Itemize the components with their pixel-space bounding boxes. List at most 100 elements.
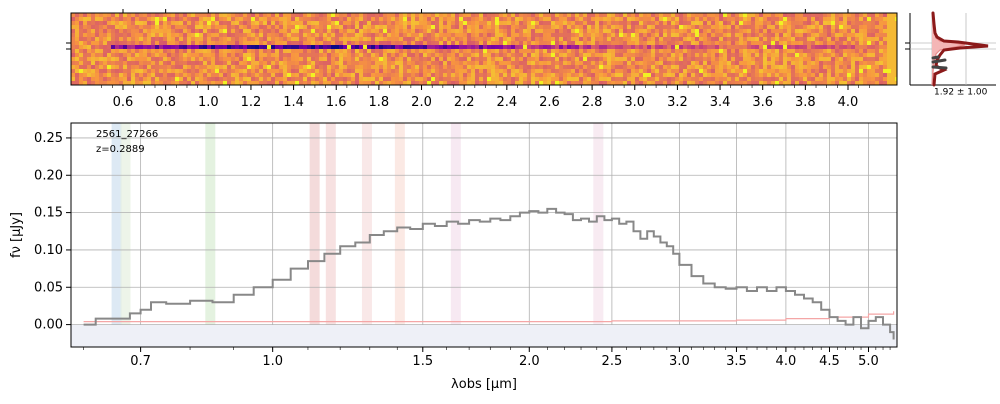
heatmap-cell [287, 81, 292, 85]
heatmap-cell [879, 37, 884, 42]
heatmap-cell [867, 45, 872, 50]
heatmap-cell [135, 25, 140, 30]
heatmap-cell [887, 73, 892, 78]
heatmap-cell [415, 65, 420, 70]
heatmap-cell [707, 61, 712, 66]
heatmap-cell [515, 45, 520, 50]
heatmap-cell [351, 17, 356, 22]
heatmap-cell [219, 45, 224, 50]
heatmap-cell [483, 65, 488, 70]
heatmap-cell [771, 29, 776, 34]
heatmap-cell [299, 73, 304, 78]
heatmap-cell [683, 21, 688, 26]
heatmap-cell [779, 81, 784, 85]
heatmap-cell [787, 49, 792, 54]
heatmap-cell [771, 73, 776, 78]
heatmap-cell [231, 65, 236, 70]
heatmap-cell [571, 53, 576, 58]
heatmap-cell [83, 49, 88, 54]
heatmap-cell [843, 37, 848, 42]
heatmap-cell [887, 57, 892, 62]
heatmap-cell [883, 41, 888, 46]
heatmap-cell [163, 73, 168, 78]
heatmap-cell [251, 61, 256, 66]
heatmap-cell [339, 57, 344, 62]
heatmap-cell [359, 13, 364, 18]
heatmap-cell [775, 37, 780, 42]
heatmap-cell [463, 57, 468, 62]
heatmap-cell [419, 41, 424, 46]
heatmap-cell [591, 17, 596, 22]
heatmap-cell [363, 17, 368, 22]
heatmap-cell [727, 33, 732, 38]
heatmap-cell [415, 25, 420, 30]
heatmap-cell [487, 49, 492, 54]
heatmap-cell [207, 45, 212, 50]
heatmap-cell [871, 41, 876, 46]
heatmap-cell [219, 57, 224, 62]
heatmap-cell [571, 41, 576, 46]
heatmap-cell [323, 25, 328, 30]
heatmap-cell [643, 49, 648, 54]
heatmap-cell [371, 21, 376, 26]
heatmap-cell [371, 73, 376, 78]
heatmap-cell [227, 81, 232, 85]
heatmap-cell [119, 17, 124, 22]
heatmap-cell [787, 65, 792, 70]
heatmap-cell [203, 29, 208, 34]
heatmap-cell [99, 25, 104, 30]
heatmap-cell [839, 49, 844, 54]
heatmap-cell [155, 29, 160, 34]
heatmap-cell [291, 81, 296, 85]
heatmap-cell [723, 29, 728, 34]
heatmap-cell [527, 57, 532, 62]
heatmap-cell [423, 13, 428, 18]
heatmap-cell [255, 61, 260, 66]
heatmap-cell [191, 45, 196, 50]
heatmap-cell [799, 49, 804, 54]
heatmap-cell [223, 29, 228, 34]
heatmap-cell [239, 13, 244, 18]
heatmap-cell [631, 57, 636, 62]
heatmap-cell [887, 33, 892, 38]
heatmap-cell [759, 45, 764, 50]
heatmap-cell [827, 45, 832, 50]
heatmap-cell [687, 25, 692, 30]
heatmap-cell [751, 77, 756, 82]
heatmap-cell [203, 69, 208, 74]
heatmap-cell [247, 25, 252, 30]
heatmap-cell [303, 69, 308, 74]
heatmap-cell [95, 13, 100, 18]
heatmap-cell [575, 41, 580, 46]
heatmap-cell [187, 73, 192, 78]
heatmap-cell [811, 69, 816, 74]
heatmap-cell [167, 69, 172, 74]
heatmap-cell [763, 57, 768, 62]
heatmap-cell [683, 73, 688, 78]
heatmap-cell [739, 49, 744, 54]
heatmap-cell [139, 49, 144, 54]
heatmap-cell [275, 41, 280, 46]
heatmap-cell [75, 13, 80, 18]
heatmap-cell [211, 73, 216, 78]
heatmap-cell [811, 73, 816, 78]
heatmap-cell [199, 69, 204, 74]
heatmap-cell [875, 81, 880, 85]
heatmap-cell [107, 37, 112, 42]
heatmap-cell [655, 73, 660, 78]
heatmap-cell [243, 65, 248, 70]
heatmap-cell [387, 33, 392, 38]
heatmap-cell [135, 41, 140, 46]
heatmap-cell [683, 37, 688, 42]
heatmap-cell [787, 37, 792, 42]
heatmap-cell [599, 57, 604, 62]
heatmap-cell [191, 65, 196, 70]
heatmap-cell [499, 65, 504, 70]
heatmap-cell [587, 65, 592, 70]
heatmap-cell [223, 81, 228, 85]
heatmap-cell [267, 33, 272, 38]
heatmap-cell [71, 77, 76, 82]
heatmap-cell [543, 29, 548, 34]
heatmap-cell [643, 21, 648, 26]
heatmap-cell [131, 13, 136, 18]
